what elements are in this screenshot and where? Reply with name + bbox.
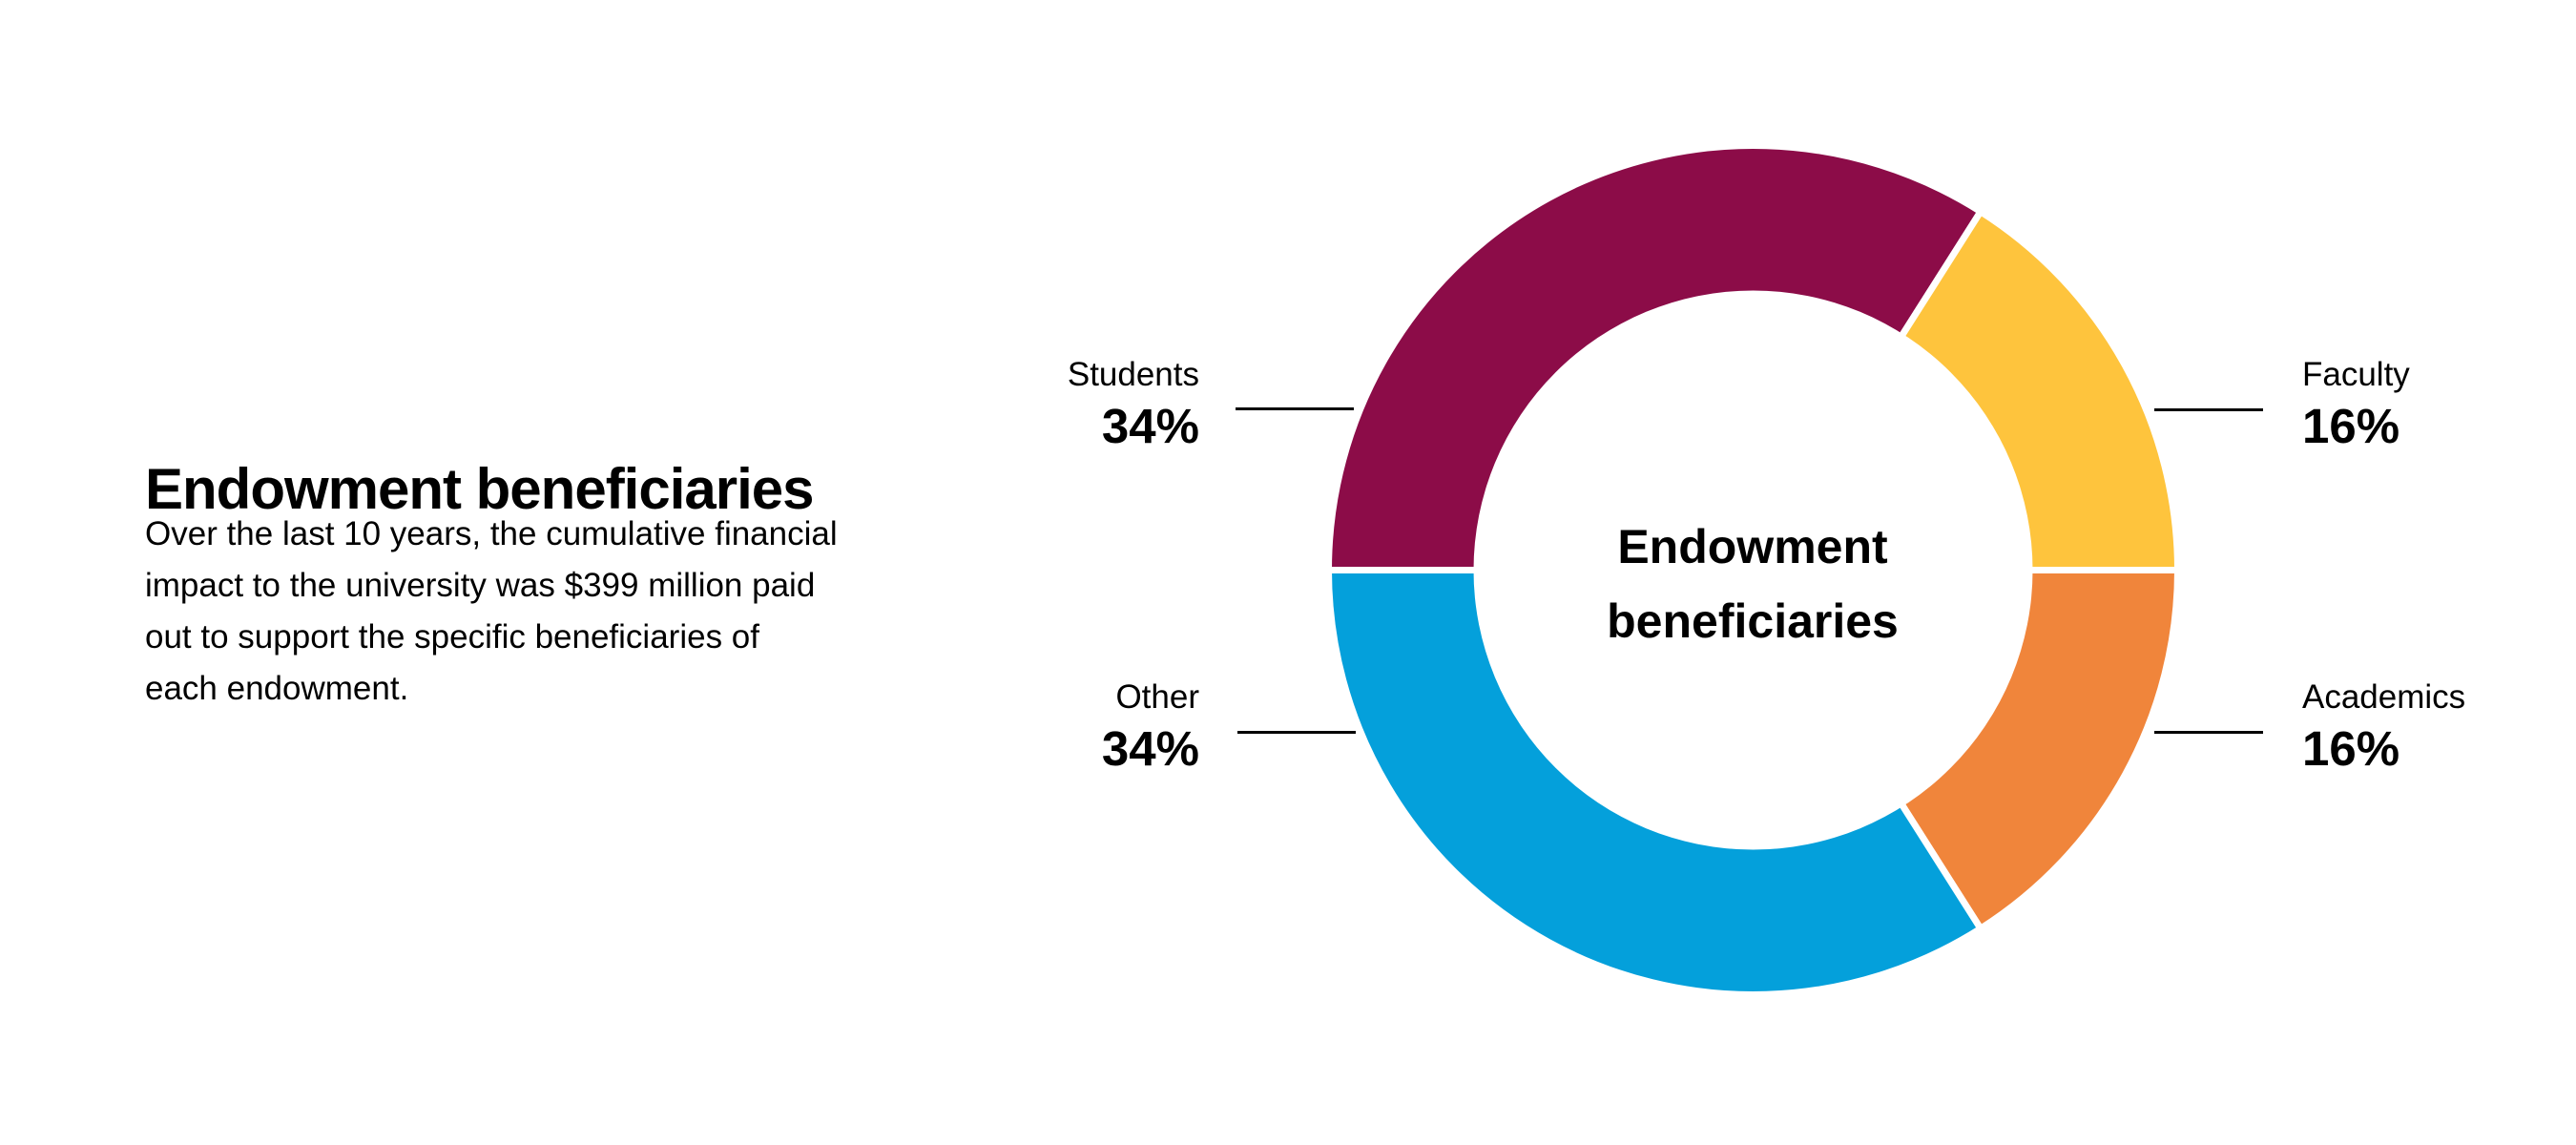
callout-faculty: Faculty 16% bbox=[2302, 353, 2410, 456]
segment-label-other: Other bbox=[1115, 678, 1199, 716]
callout-students: Students 34% bbox=[1068, 353, 1199, 456]
leader-line-faculty bbox=[2154, 408, 2263, 411]
page-title: Endowment beneficiaries bbox=[145, 457, 815, 522]
paragraph-line: Over the last 10 years, the cumulative f… bbox=[145, 515, 838, 552]
callout-other: Other 34% bbox=[1102, 676, 1199, 779]
segment-percent-other: 34% bbox=[1101, 721, 1199, 776]
segment-percent-students: 34% bbox=[1101, 399, 1199, 453]
paragraph-line: each endowment. bbox=[145, 670, 409, 707]
leader-line-other bbox=[1237, 731, 1356, 734]
leader-line-academics bbox=[2154, 731, 2263, 734]
donut-hole bbox=[1473, 290, 2033, 850]
leader-line-students bbox=[1236, 407, 1354, 410]
paragraph-line: out to support the specific beneficiarie… bbox=[145, 618, 759, 656]
donut-chart bbox=[1324, 142, 2182, 998]
segment-percent-faculty: 16% bbox=[2302, 399, 2400, 453]
segment-label-faculty: Faculty bbox=[2302, 356, 2410, 393]
paragraph-line: impact to the university was $399 millio… bbox=[145, 567, 816, 604]
segment-label-academics: Academics bbox=[2302, 678, 2466, 716]
description-paragraph: Over the last 10 years, the cumulative f… bbox=[145, 509, 838, 715]
chart-center-label: Endowment beneficiaries bbox=[1607, 520, 1899, 648]
segment-label-students: Students bbox=[1067, 356, 1199, 393]
callout-academics: Academics 16% bbox=[2302, 676, 2465, 779]
segment-percent-academics: 16% bbox=[2302, 721, 2400, 776]
